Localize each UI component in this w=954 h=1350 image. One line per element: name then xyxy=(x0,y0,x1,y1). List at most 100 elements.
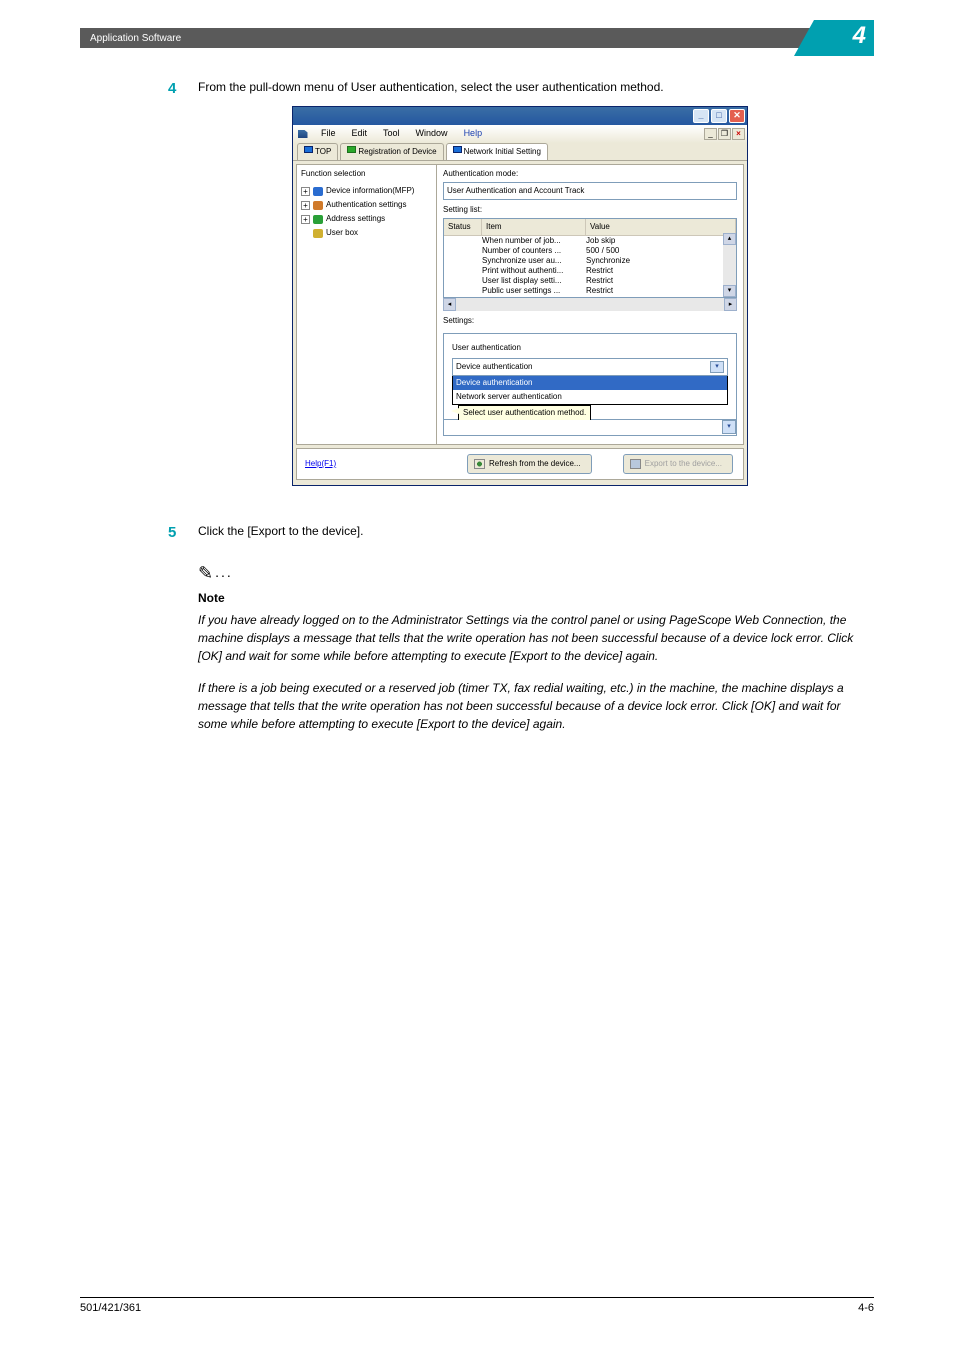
list-row[interactable]: Print without authenti...Restrict xyxy=(482,266,736,276)
app-icon xyxy=(297,130,308,138)
note-paragraph-2: If there is a job being executed or a re… xyxy=(198,679,872,733)
menu-window[interactable]: Window xyxy=(410,126,454,142)
dropdown-option-device-authentication[interactable]: Device authentication xyxy=(453,376,727,390)
note-paragraph-1: If you have already logged on to the Adm… xyxy=(198,611,872,665)
expand-icon[interactable]: + xyxy=(301,201,310,210)
address-settings-icon xyxy=(313,215,323,224)
maximize-button[interactable]: □ xyxy=(711,109,727,123)
list-cell-value: 500 / 500 xyxy=(586,246,736,256)
scroll-left-button[interactable]: ◂ xyxy=(443,298,456,311)
page-header: Application Software xyxy=(80,28,874,48)
minimize-button[interactable]: _ xyxy=(693,109,709,123)
list-row[interactable]: Maximum number of... xyxy=(482,296,736,297)
help-link[interactable]: Help(F1) xyxy=(297,458,336,470)
dialog-window: _ □ ✕ File Edit Tool Window Help _ ❐ × T… xyxy=(292,106,748,486)
chapter-tab: 4 xyxy=(814,20,874,56)
document-tabs: TOP Registration of Device Network Initi… xyxy=(293,143,747,161)
export-icon xyxy=(630,459,641,469)
list-vertical-scrollbar[interactable]: ▴ ▾ xyxy=(723,233,736,297)
refresh-from-device-button[interactable]: Refresh from the device... xyxy=(467,454,592,474)
header-title: Application Software xyxy=(90,33,181,44)
step-4-number: 4 xyxy=(168,78,176,101)
footer-page-number: 4-6 xyxy=(858,1302,874,1314)
list-cell-item: Maximum number of... xyxy=(482,296,586,297)
list-cell-item: Synchronize user au... xyxy=(482,256,586,266)
mdi-close-button[interactable]: × xyxy=(732,128,745,140)
list-row[interactable]: User list display setti...Restrict xyxy=(482,276,736,286)
export-to-device-button[interactable]: Export to the device... xyxy=(623,454,733,474)
tab-network-initial-setting[interactable]: Network Initial Setting xyxy=(446,143,548,160)
list-row[interactable]: Number of counters ...500 / 500 xyxy=(482,246,736,256)
close-button[interactable]: ✕ xyxy=(729,109,745,123)
dropdown-selected-value: Device authentication xyxy=(456,361,533,373)
list-cell-item: Number of counters ... xyxy=(482,246,586,256)
menu-edit[interactable]: Edit xyxy=(346,126,374,142)
tree-item-user-box[interactable]: User box xyxy=(301,226,434,240)
chevron-down-icon[interactable]: ▾ xyxy=(710,361,724,373)
setting-list[interactable]: Status Item Value When number of job...J… xyxy=(443,218,737,298)
settings-group: User authentication Device authenticatio… xyxy=(443,333,737,420)
settings-label: Settings: xyxy=(443,315,737,327)
menu-file[interactable]: File xyxy=(315,126,342,142)
user-box-icon xyxy=(313,229,323,238)
user-authentication-dropdown[interactable]: Device authentication ▾ Device authentic… xyxy=(452,358,728,405)
list-cell-value: Restrict xyxy=(586,276,736,286)
tab-registration-of-device[interactable]: Registration of Device xyxy=(340,143,443,160)
tree-item-address-settings[interactable]: + Address settings xyxy=(301,212,434,226)
scroll-right-button[interactable]: ▸ xyxy=(724,298,737,311)
tree-item-device-info[interactable]: + Device information(MFP) xyxy=(301,184,434,198)
list-row[interactable]: Synchronize user au...Synchronize xyxy=(482,256,736,266)
step-5-number: 5 xyxy=(168,522,176,545)
note-label: Note xyxy=(198,589,872,607)
user-authentication-label: User authentication xyxy=(452,342,728,354)
list-cell-value: Restrict xyxy=(586,266,736,276)
col-value[interactable]: Value xyxy=(586,219,736,235)
setting-list-label: Setting list: xyxy=(443,204,737,216)
footer-model: 501/421/361 xyxy=(80,1302,141,1314)
list-cell-item: When number of job... xyxy=(482,236,586,246)
auth-mode-label: Authentication mode: xyxy=(443,168,737,180)
window-titlebar[interactable]: _ □ ✕ xyxy=(293,107,747,125)
auth-mode-field[interactable]: User Authentication and Account Track xyxy=(443,182,737,200)
expand-icon[interactable]: + xyxy=(301,215,310,224)
chevron-down-icon[interactable]: ▾ xyxy=(722,420,736,434)
refresh-icon xyxy=(474,459,485,469)
menu-tool[interactable]: Tool xyxy=(377,126,406,142)
auth-settings-icon xyxy=(313,201,323,210)
mdi-minimize-button[interactable]: _ xyxy=(704,128,717,140)
page-footer: 501/421/361 4-6 xyxy=(80,1297,874,1314)
col-item[interactable]: Item xyxy=(482,219,586,235)
dropdown-list: Device authentication Network server aut… xyxy=(452,376,728,405)
dialog-footer: Help(F1) Refresh from the device... Expo… xyxy=(296,448,744,480)
col-status[interactable]: Status xyxy=(444,219,482,235)
settings-lower-field[interactable]: ▾ xyxy=(443,420,737,436)
list-row[interactable]: Public user settings ...Restrict xyxy=(482,286,736,296)
list-header[interactable]: Status Item Value xyxy=(444,219,736,236)
list-horizontal-scrollbar[interactable]: ◂ ▸ xyxy=(443,298,737,311)
scroll-down-button[interactable]: ▾ xyxy=(723,285,736,297)
note-icon: ✎... xyxy=(198,560,872,587)
list-cell-value: Synchronize xyxy=(586,256,736,266)
list-cell-item: Public user settings ... xyxy=(482,286,586,296)
scroll-up-button[interactable]: ▴ xyxy=(723,233,736,245)
device-info-icon xyxy=(313,187,323,196)
list-cell-item: User list display setti... xyxy=(482,276,586,286)
step-4-text: From the pull-down menu of User authenti… xyxy=(198,80,664,94)
list-cell-value xyxy=(586,296,736,297)
expand-icon[interactable]: + xyxy=(301,187,310,196)
tooltip: Select user authentication method. xyxy=(458,405,591,421)
tree-header: Function selection xyxy=(301,168,434,180)
dropdown-option-network-server-authentication[interactable]: Network server authentication xyxy=(453,390,727,404)
settings-pane: Authentication mode: User Authentication… xyxy=(437,165,743,444)
function-selection-tree: Function selection + Device information(… xyxy=(297,165,437,444)
menu-bar: File Edit Tool Window Help _ ❐ × xyxy=(293,125,747,143)
list-cell-item: Print without authenti... xyxy=(482,266,586,276)
step-5-text: Click the [Export to the device]. xyxy=(198,524,363,538)
menu-help[interactable]: Help xyxy=(458,126,489,142)
mdi-controls: _ ❐ × xyxy=(704,128,747,140)
tree-item-authentication-settings[interactable]: + Authentication settings xyxy=(301,198,434,212)
list-row[interactable]: When number of job...Job skip xyxy=(482,236,736,246)
mdi-restore-button[interactable]: ❐ xyxy=(718,128,731,140)
chapter-number: 4 xyxy=(853,22,866,50)
tab-top[interactable]: TOP xyxy=(297,143,338,160)
